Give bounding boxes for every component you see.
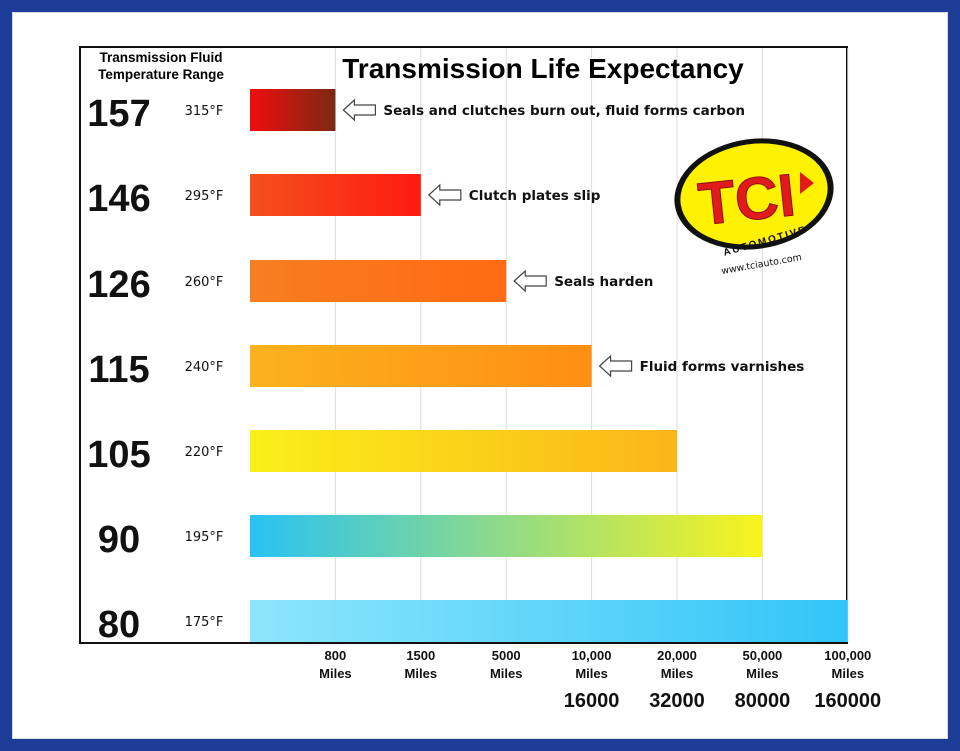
- celsius-label: 105: [87, 434, 150, 476]
- bar-annotation: Clutch plates slip: [469, 188, 601, 204]
- celsius-label: 157: [87, 93, 150, 135]
- x-tick-label: 5000: [492, 648, 521, 663]
- celsius-label: 146: [87, 178, 150, 220]
- x-tick-unit: Miles: [490, 666, 523, 681]
- x-axis: 800 Miles 1500 Miles 5000 Miles 10,000 Miles 160…: [319, 648, 881, 712]
- fahrenheit-label: 175°F: [185, 615, 224, 630]
- plot-area-border: [79, 46, 848, 644]
- fahrenheit-label: 240°F: [185, 360, 224, 375]
- x-km-label: 80000: [735, 690, 791, 712]
- chart-frame: Transmission Fluid Temperature Range Tra…: [12, 12, 948, 739]
- left-arrow-icon: [427, 183, 462, 207]
- x-tick-label: 20,000: [657, 648, 697, 663]
- bar-rows: 157 315°F Seals and clutches burn out, flu…: [87, 89, 848, 646]
- x-tick-label: 10,000: [572, 648, 612, 663]
- x-tick-unit: Miles: [661, 666, 694, 681]
- row-header-line-2: Temperature Range: [98, 67, 224, 82]
- x-tick-label: 1500: [406, 648, 435, 663]
- fahrenheit-label: 220°F: [185, 445, 224, 460]
- x-tick-label: 100,000: [824, 648, 871, 663]
- row-header-line-1: Transmission Fluid: [99, 50, 222, 65]
- chart-svg: Transmission Fluid Temperature Range Tra…: [79, 46, 881, 712]
- x-km-label: 16000: [564, 690, 620, 712]
- x-km-label: 160000: [814, 690, 881, 712]
- x-tick-unit: Miles: [405, 666, 438, 681]
- bar-260F: [250, 260, 507, 302]
- bar-315F: [250, 89, 336, 131]
- celsius-label: 126: [87, 264, 150, 306]
- fahrenheit-label: 295°F: [185, 189, 224, 204]
- logo-arrow-icon: [800, 172, 814, 194]
- left-arrow-icon: [598, 354, 633, 378]
- x-tick-unit: Miles: [575, 666, 608, 681]
- bar-220F: [250, 430, 677, 472]
- x-tick-unit: Miles: [746, 666, 779, 681]
- chart-title: Transmission Life Expectancy: [342, 53, 744, 84]
- bar-175F: [250, 600, 848, 642]
- logo-wordmark: TCI: [695, 161, 798, 238]
- celsius-label: 115: [88, 349, 149, 391]
- left-arrow-icon: [513, 269, 547, 293]
- bar-annotation: Seals harden: [554, 274, 653, 290]
- bar-295F: [250, 174, 421, 216]
- bar-195F: [250, 515, 763, 557]
- bar-annotation: Fluid forms varnishes: [640, 359, 805, 375]
- x-tick-label: 800: [325, 648, 347, 663]
- fahrenheit-label: 195°F: [185, 530, 224, 545]
- x-tick-unit: Miles: [832, 666, 865, 681]
- logo-oval: [680, 143, 828, 245]
- tci-logo: TCI AUTOMOTIVE www.tciauto.com: [674, 138, 834, 277]
- x-km-label: 32000: [649, 690, 705, 712]
- celsius-label: 90: [98, 519, 140, 561]
- x-tick-label: 50,000: [743, 648, 783, 663]
- x-tick-unit: Miles: [319, 666, 352, 681]
- fahrenheit-label: 260°F: [185, 275, 224, 290]
- bar-annotation: Seals and clutches burn out, fluid forms…: [383, 103, 745, 119]
- bar-240F: [250, 345, 592, 387]
- celsius-label: 80: [98, 604, 140, 646]
- left-arrow-icon: [342, 98, 376, 122]
- fahrenheit-label: 315°F: [185, 104, 224, 119]
